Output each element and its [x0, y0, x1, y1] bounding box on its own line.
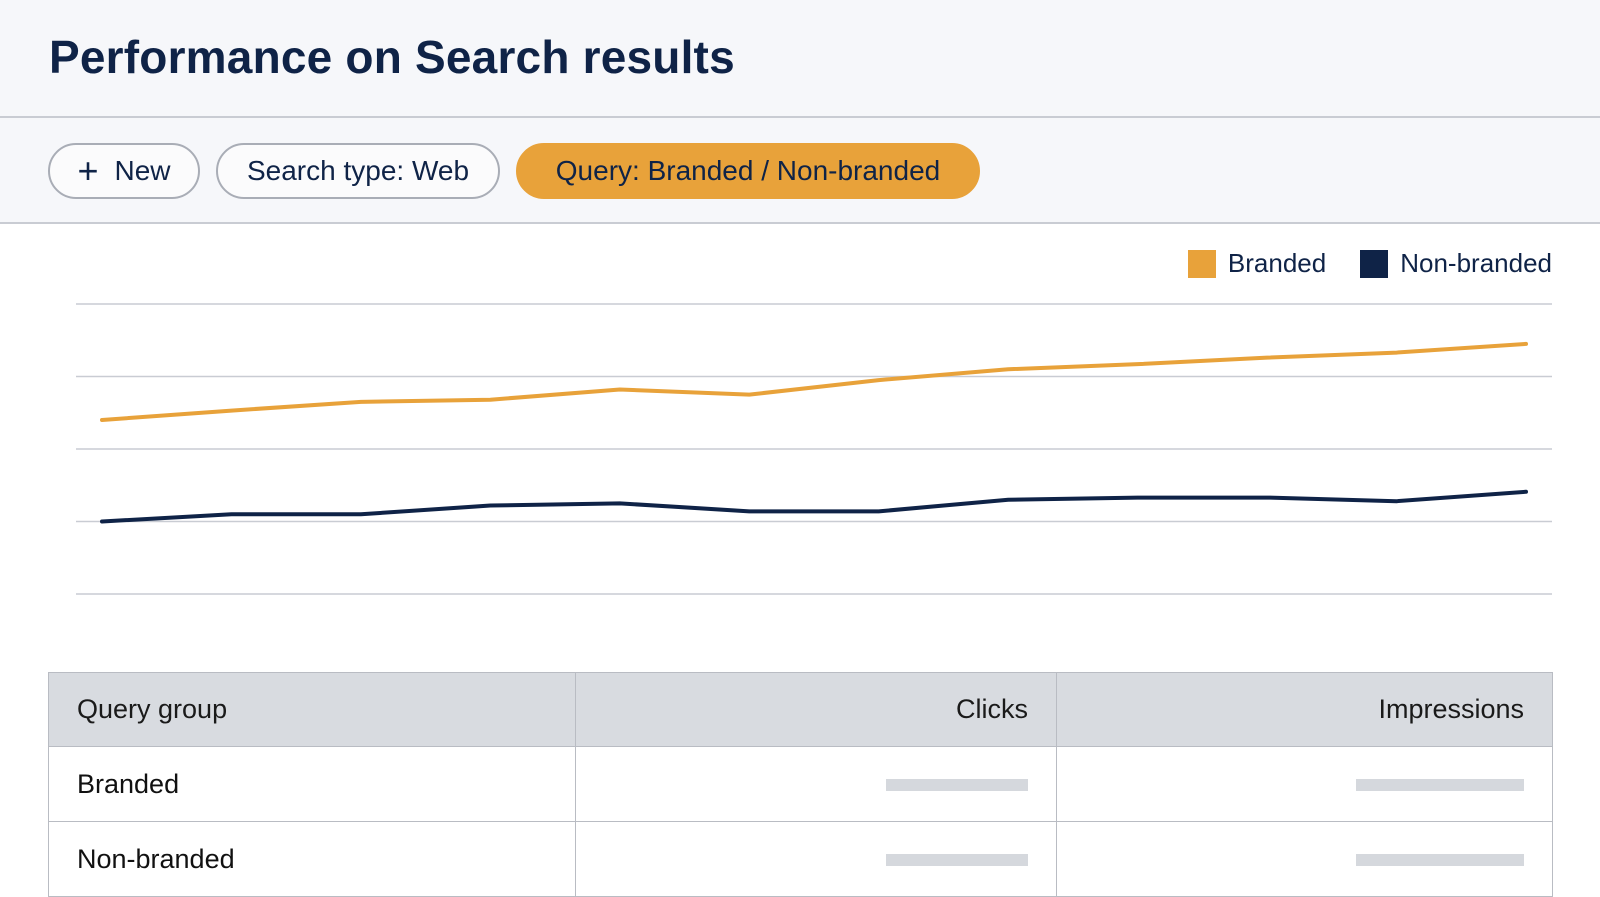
- legend-swatch-non-branded: [1360, 249, 1389, 278]
- column-header-query-group[interactable]: Query group: [48, 672, 576, 747]
- plus-icon: +: [77, 150, 99, 191]
- table-row[interactable]: Branded: [48, 746, 1553, 822]
- row-label-branded: Branded: [48, 746, 576, 822]
- table-row[interactable]: Non-branded: [48, 821, 1553, 897]
- row-label-non-branded: Non-branded: [48, 821, 576, 897]
- page-header: Performance on Search results: [0, 0, 1600, 118]
- column-header-impressions[interactable]: Impressions: [1056, 672, 1553, 747]
- impressions-placeholder-cell: [1056, 746, 1553, 822]
- impressions-placeholder-cell: [1056, 821, 1553, 897]
- loading-placeholder-bar: [886, 854, 1028, 867]
- column-header-clicks[interactable]: Clicks: [575, 672, 1057, 747]
- legend-label-branded: Branded: [1227, 248, 1327, 278]
- legend-label-non-branded: Non-branded: [1400, 248, 1552, 278]
- search-type-chip[interactable]: Search type: Web: [216, 143, 500, 199]
- search-type-label: Search type: Web: [246, 155, 470, 186]
- legend-item-non-branded[interactable]: Non-branded: [1360, 248, 1552, 279]
- series-line-branded[interactable]: [100, 341, 1528, 422]
- legend-item-branded[interactable]: Branded: [1187, 248, 1327, 279]
- clicks-placeholder-cell: [575, 746, 1057, 822]
- table-header-row: Query group Clicks Impressions: [48, 672, 1553, 747]
- new-filter-label: New: [114, 155, 171, 186]
- filter-toolbar: + New Search type: Web Query: Branded / …: [0, 118, 1600, 224]
- query-filter-label: Query: Branded / Non-branded: [555, 155, 941, 186]
- chart-series: [100, 341, 1528, 524]
- loading-placeholder-bar: [1356, 779, 1524, 792]
- chart-gridlines: [76, 303, 1552, 595]
- new-filter-button[interactable]: + New: [48, 143, 200, 199]
- performance-line-chart: [76, 303, 1552, 595]
- query-filter-chip[interactable]: Query: Branded / Non-branded: [516, 143, 980, 199]
- query-group-table: Query group Clicks Impressions Branded N…: [48, 672, 1553, 897]
- loading-placeholder-bar: [1356, 854, 1524, 867]
- page-title: Performance on Search results: [49, 31, 735, 83]
- clicks-placeholder-cell: [575, 821, 1057, 897]
- series-line-non-branded[interactable]: [100, 489, 1528, 524]
- legend-swatch-branded: [1187, 249, 1216, 278]
- chart-legend: Branded Non-branded: [1154, 248, 1552, 279]
- loading-placeholder-bar: [886, 779, 1028, 792]
